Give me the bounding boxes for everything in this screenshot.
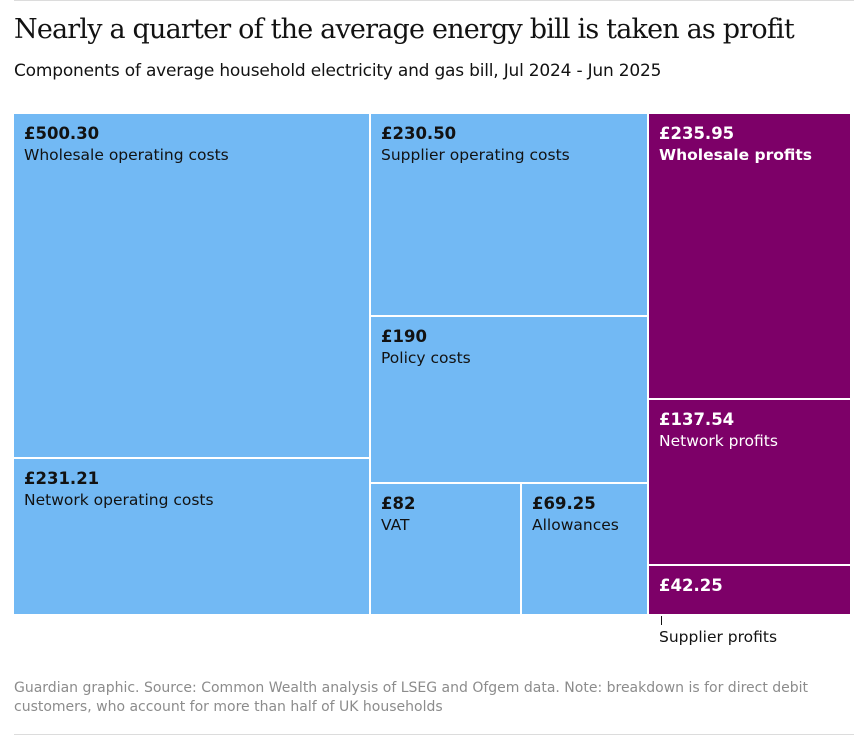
tile-value: £231.21 [24,469,100,488]
tile-wholesale-profits: £235.95 Wholesale profits [649,114,852,400]
tile-label: Supplier operating costs [381,146,570,164]
tile-value: £230.50 [381,124,457,143]
treemap: £500.30 Wholesale operating costs £231.2… [14,114,852,616]
tile-value: £137.54 [659,410,735,429]
tile-value: £82 [381,494,416,513]
tile-wholesale-operating: £500.30 Wholesale operating costs [14,114,371,459]
tile-supplier-operating: £230.50 Supplier operating costs [371,114,649,317]
tile-value: £500.30 [24,124,100,143]
tile-label: Wholesale operating costs [24,146,229,164]
tile-policy: £190 Policy costs [371,317,649,484]
tile-network-profits: £137.54 Network profits [649,400,852,566]
tile-value: £190 [381,327,427,346]
bottom-rule [14,734,854,735]
tile-label: Network operating costs [24,491,214,509]
chart-title: Nearly a quarter of the average energy b… [14,14,795,45]
tile-vat: £82 VAT [371,484,522,616]
chart-subtitle: Components of average household electric… [14,61,662,81]
tile-value: £69.25 [532,494,596,513]
tile-allowances: £69.25 Allowances [522,484,649,616]
tile-value: £235.95 [659,124,735,143]
tile-label: Wholesale profits [659,146,813,164]
tile-value: £42.25 [659,576,723,595]
tile-label: VAT [381,516,410,534]
tile-label: Allowances [532,516,619,534]
tile-supplier-profits: £42.25 [649,566,852,616]
supplier-profits-callout-label: Supplier profits [659,628,778,646]
tile-label: Network profits [659,432,778,450]
tile-network-operating: £231.21 Network operating costs [14,459,371,616]
tile-label: Policy costs [381,349,471,367]
supplier-profits-callout-line [661,616,662,625]
source-note: Guardian graphic. Source: Common Wealth … [14,680,809,715]
top-rule [14,0,854,1]
